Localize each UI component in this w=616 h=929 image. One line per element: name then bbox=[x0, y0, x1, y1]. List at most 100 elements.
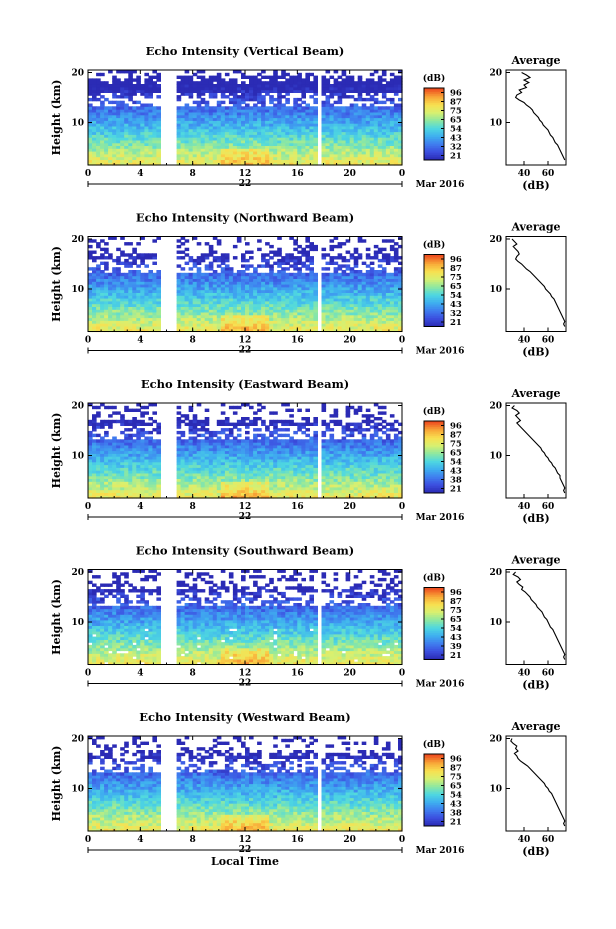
heatmap-cell bbox=[245, 323, 250, 327]
heatmap-cell bbox=[241, 125, 246, 130]
heatmap-cell bbox=[92, 267, 97, 271]
heatmap-cell bbox=[176, 75, 182, 79]
heatmap-cell bbox=[124, 295, 129, 299]
heatmap-cell bbox=[96, 317, 101, 321]
heatmap-cell bbox=[104, 81, 109, 85]
x-tick-label: 20 bbox=[343, 336, 356, 346]
heatmap-cell bbox=[349, 103, 355, 107]
heatmap-cell bbox=[329, 103, 335, 107]
colorbar-segment bbox=[424, 310, 444, 313]
heatmap-cell bbox=[329, 275, 335, 279]
heatmap-cell bbox=[398, 325, 403, 330]
heatmap-cell bbox=[132, 298, 137, 302]
heatmap-cell bbox=[385, 120, 391, 124]
heatmap-cell bbox=[297, 256, 302, 260]
heatmap-cell bbox=[257, 247, 262, 252]
heatmap-cell bbox=[224, 256, 230, 260]
heatmap-cell bbox=[228, 314, 234, 319]
heatmap-cell bbox=[88, 272, 93, 277]
heatmap-cell bbox=[377, 328, 383, 333]
heatmap-cell bbox=[156, 422, 161, 426]
heatmap-cell bbox=[357, 81, 363, 85]
heatmap-cell bbox=[152, 325, 157, 330]
heatmap-cell bbox=[192, 278, 198, 282]
heatmap-cell bbox=[236, 289, 242, 293]
heatmap-cell bbox=[305, 137, 310, 141]
heatmap-cell bbox=[277, 123, 282, 127]
heatmap-cell bbox=[192, 284, 198, 288]
heatmap-cell bbox=[232, 145, 238, 149]
heatmap-cell bbox=[321, 309, 327, 313]
heatmap-cell bbox=[385, 323, 391, 327]
heatmap-cell bbox=[313, 286, 318, 291]
heatmap-cell bbox=[176, 425, 182, 429]
heatmap-cell bbox=[88, 309, 93, 313]
heatmap-cell bbox=[124, 492, 129, 496]
heatmap-cell bbox=[88, 314, 93, 319]
heatmap-cell bbox=[249, 134, 254, 138]
heatmap-cell bbox=[120, 486, 125, 491]
heatmap-cell bbox=[100, 270, 105, 274]
heatmap-cell bbox=[96, 323, 101, 327]
heatmap-cell bbox=[204, 317, 210, 321]
heatmap-cell bbox=[104, 120, 109, 124]
heatmap-cell bbox=[241, 311, 246, 316]
heatmap-cell bbox=[333, 298, 339, 302]
heatmap-cell bbox=[365, 272, 371, 277]
heatmap-cell bbox=[293, 303, 298, 307]
heatmap-cell bbox=[277, 300, 282, 305]
heatmap-cell bbox=[341, 309, 347, 313]
heatmap-cell bbox=[301, 314, 306, 319]
heatmap-cell bbox=[152, 89, 157, 93]
heatmap-cell bbox=[124, 323, 129, 327]
heatmap-cell bbox=[116, 103, 121, 107]
heatmap-cell bbox=[108, 111, 113, 116]
heatmap-cell bbox=[124, 292, 129, 296]
heatmap-cell bbox=[377, 117, 383, 121]
heatmap-cell bbox=[224, 325, 230, 330]
heatmap-cell bbox=[216, 142, 222, 146]
heatmap-cell bbox=[188, 328, 194, 333]
average-y-tick-label: 10 bbox=[489, 119, 502, 129]
heatmap-cell bbox=[176, 134, 182, 138]
heatmap-cell bbox=[273, 328, 278, 333]
heatmap-cell bbox=[353, 156, 359, 160]
heatmap-cell bbox=[148, 464, 153, 468]
heatmap-cell bbox=[196, 284, 202, 288]
heatmap-cell bbox=[297, 153, 302, 158]
heatmap-cell bbox=[353, 281, 359, 285]
heatmap-cell bbox=[245, 272, 250, 277]
heatmap-cell bbox=[180, 278, 186, 282]
heatmap-cell bbox=[108, 278, 113, 282]
heatmap-cell bbox=[112, 475, 117, 479]
heatmap-cell bbox=[136, 442, 141, 446]
heatmap-cell bbox=[305, 123, 310, 127]
heatmap-cell bbox=[341, 120, 347, 124]
heatmap-cell bbox=[152, 81, 157, 85]
heatmap-cell bbox=[305, 239, 310, 243]
heatmap-cell bbox=[381, 281, 387, 285]
heatmap-cell bbox=[349, 253, 355, 257]
heatmap-cell bbox=[140, 472, 145, 477]
heatmap-cell bbox=[224, 131, 230, 135]
heatmap-cell bbox=[301, 272, 306, 277]
heatmap-cell bbox=[345, 258, 351, 263]
y-tick-label: 10 bbox=[71, 285, 84, 295]
heatmap-cell bbox=[236, 120, 242, 124]
heatmap-cell bbox=[92, 417, 97, 421]
colorbar-segment bbox=[424, 104, 444, 107]
heatmap-cell bbox=[281, 162, 286, 166]
heatmap-cell bbox=[200, 478, 206, 482]
heatmap-cell bbox=[220, 286, 226, 291]
heatmap-cell bbox=[104, 137, 109, 141]
heatmap-cell bbox=[277, 109, 282, 113]
heatmap-cell bbox=[333, 137, 339, 141]
heatmap-cell bbox=[381, 258, 387, 263]
heatmap-cell bbox=[341, 306, 347, 310]
heatmap-cell bbox=[156, 458, 161, 463]
heatmap-cell bbox=[357, 292, 363, 296]
heatmap-cell bbox=[192, 472, 198, 477]
heatmap-cell bbox=[88, 478, 93, 482]
heatmap-cell bbox=[261, 111, 266, 116]
heatmap-cell bbox=[241, 306, 246, 310]
